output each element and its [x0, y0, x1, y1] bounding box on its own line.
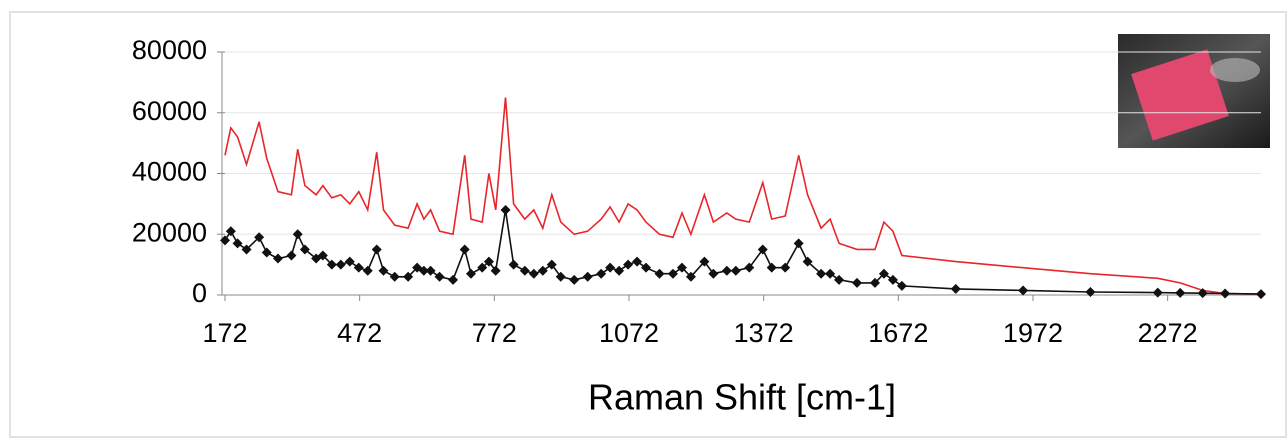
- y-tick-label: 60000: [132, 96, 207, 126]
- y-tick-label: 80000: [132, 35, 207, 65]
- y-tick-label: 40000: [132, 157, 207, 187]
- x-tick-label: 1672: [868, 318, 928, 348]
- chart: Raman Shift [cm-1] 0 20000 40000 60000 80000…: [0, 0, 1288, 439]
- x-axis-label: Raman Shift [cm-1]: [588, 377, 896, 418]
- x-tick-label: 172: [202, 318, 247, 348]
- x-tick-label: 1072: [599, 318, 659, 348]
- x-tick-label: 472: [337, 318, 382, 348]
- page: Raman Shift [cm-1] 0 20000 40000 60000 80000…: [0, 0, 1288, 439]
- y-tick-label: 0: [192, 278, 207, 308]
- y-tick-label: 20000: [132, 217, 207, 247]
- inset-photo: [1118, 34, 1270, 148]
- x-tick-label: 2272: [1138, 318, 1198, 348]
- x-tick-label: 1972: [1003, 318, 1063, 348]
- x-tick-label: 1372: [734, 318, 794, 348]
- x-tick-label: 772: [472, 318, 517, 348]
